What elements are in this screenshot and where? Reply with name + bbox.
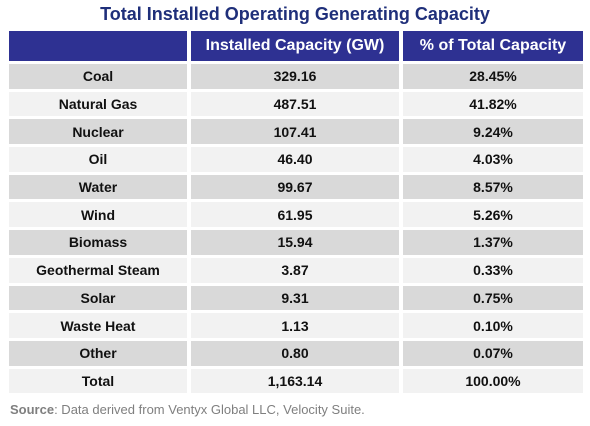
capacity-cell: 0.80 bbox=[191, 340, 399, 366]
row-label-cell: Solar bbox=[9, 285, 187, 311]
table-row: Oil 46.40 4.03% bbox=[9, 147, 583, 172]
row-label-cell: Water bbox=[9, 174, 187, 200]
header-installed-capacity: Installed Capacity (GW) bbox=[191, 31, 399, 61]
row-label-cell: Natural Gas bbox=[9, 91, 187, 117]
table-row: Wind 61.95 5.26% bbox=[9, 202, 583, 228]
percent-cell: 41.82% bbox=[403, 91, 583, 117]
table-row: Water 99.67 8.57% bbox=[9, 174, 583, 200]
capacity-cell: 329.16 bbox=[191, 64, 399, 89]
capacity-cell: 3.87 bbox=[191, 257, 399, 283]
capacity-cell: 9.31 bbox=[191, 285, 399, 311]
table-row: Nuclear 107.41 9.24% bbox=[9, 119, 583, 145]
row-label-cell: Total bbox=[9, 368, 187, 394]
capacity-cell: 1,163.14 bbox=[191, 368, 399, 394]
capacity-cell: 1.13 bbox=[191, 313, 399, 338]
table-body: Coal 329.16 28.45% Natural Gas 487.51 41.82% N… bbox=[9, 64, 583, 394]
row-label-cell: Coal bbox=[9, 64, 187, 89]
table-row: Other 0.80 0.07% bbox=[9, 340, 583, 366]
percent-cell: 0.33% bbox=[403, 257, 583, 283]
percent-cell: 9.24% bbox=[403, 119, 583, 145]
source-label: Source bbox=[10, 402, 55, 417]
header-empty-cell bbox=[9, 31, 187, 61]
header-row: Installed Capacity (GW) % of Total Capac… bbox=[9, 31, 583, 61]
row-label-cell: Nuclear bbox=[9, 119, 187, 145]
row-label-cell: Other bbox=[9, 340, 187, 366]
capacity-cell: 46.40 bbox=[191, 147, 399, 172]
percent-cell: 0.10% bbox=[403, 313, 583, 338]
capacity-cell: 107.41 bbox=[191, 119, 399, 145]
percent-cell: 0.07% bbox=[403, 340, 583, 366]
table-row: Natural Gas 487.51 41.82% bbox=[9, 91, 583, 117]
table-row: Waste Heat 1.13 0.10% bbox=[9, 313, 583, 338]
row-label-cell: Biomass bbox=[9, 230, 187, 255]
table-row: Solar 9.31 0.75% bbox=[9, 285, 583, 311]
percent-cell: 28.45% bbox=[403, 64, 583, 89]
percent-cell: 8.57% bbox=[403, 174, 583, 200]
row-label-cell: Geothermal Steam bbox=[9, 257, 187, 283]
percent-cell: 4.03% bbox=[403, 147, 583, 172]
percent-cell: 5.26% bbox=[403, 202, 583, 228]
capacity-cell: 99.67 bbox=[191, 174, 399, 200]
row-label-cell: Oil bbox=[9, 147, 187, 172]
capacity-cell: 487.51 bbox=[191, 91, 399, 117]
capacity-cell: 61.95 bbox=[191, 202, 399, 228]
table-row: Biomass 15.94 1.37% bbox=[9, 230, 583, 255]
source-note: Source: Data derived from Ventyx Global … bbox=[10, 402, 365, 417]
percent-cell: 100.00% bbox=[403, 368, 583, 394]
header-percent-total: % of Total Capacity bbox=[403, 31, 583, 61]
table-row: Geothermal Steam 3.87 0.33% bbox=[9, 257, 583, 283]
row-label-cell: Wind bbox=[9, 202, 187, 228]
table-title: Total Installed Operating Generating Cap… bbox=[100, 4, 490, 24]
percent-cell: 0.75% bbox=[403, 285, 583, 311]
capacity-cell: 15.94 bbox=[191, 230, 399, 255]
row-label-cell: Waste Heat bbox=[9, 313, 187, 338]
capacity-table: Installed Capacity (GW) % of Total Capac… bbox=[5, 28, 587, 396]
table-row: Total 1,163.14 100.00% bbox=[9, 368, 583, 394]
source-text: : Data derived from Ventyx Global LLC, V… bbox=[54, 402, 365, 417]
percent-cell: 1.37% bbox=[403, 230, 583, 255]
table-row: Coal 329.16 28.45% bbox=[9, 64, 583, 89]
